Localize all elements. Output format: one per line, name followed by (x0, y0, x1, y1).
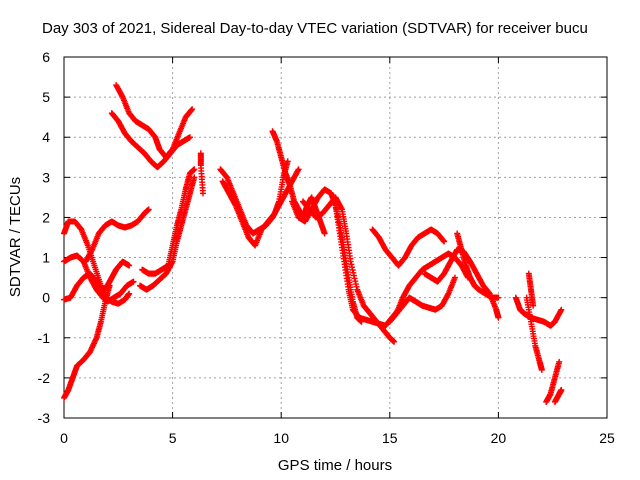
data-point (130, 278, 137, 285)
y-tick-label: -3 (38, 410, 51, 426)
data-point (441, 238, 448, 245)
data-series (113, 82, 196, 161)
y-axis-label: SDTVAR / TECUs (7, 177, 24, 297)
data-point (321, 230, 328, 237)
chart-title: Day 303 of 2021, Sidereal Day-to-day VTE… (42, 20, 588, 37)
data-point (126, 262, 133, 269)
data-point (189, 106, 196, 113)
data-point (391, 338, 398, 345)
data-point (495, 294, 502, 301)
data-series (61, 282, 113, 401)
data-point (558, 386, 565, 393)
data-series (523, 294, 545, 373)
data-point (530, 302, 537, 309)
data-series (299, 194, 398, 345)
data-series (82, 206, 152, 265)
data-series (219, 158, 291, 249)
data-point (191, 174, 198, 181)
data-point (126, 290, 133, 297)
x-tick-label: 5 (169, 430, 177, 446)
y-tick-label: 3 (42, 169, 50, 185)
y-tick-label: 1 (42, 250, 50, 266)
data-series (525, 270, 537, 309)
data-series (61, 258, 133, 303)
data-point (284, 158, 291, 165)
data-series (369, 226, 448, 269)
y-tick-label: -2 (38, 370, 51, 386)
data-series (512, 294, 565, 329)
x-tick-label: 25 (599, 430, 615, 446)
y-tick-label: 0 (42, 290, 50, 306)
data-point (538, 366, 545, 373)
data-point (191, 166, 198, 173)
grid-lines (63, 56, 608, 419)
y-tick-label: 2 (42, 209, 50, 225)
y-tick-label: 5 (42, 89, 50, 105)
x-tick-label: 0 (60, 430, 68, 446)
y-tick-label: 4 (42, 129, 50, 145)
data-series (543, 358, 563, 405)
data-point (200, 190, 207, 197)
data-point (556, 358, 563, 365)
data-point (145, 206, 152, 213)
y-tick-label: 6 (42, 49, 50, 65)
y-tick-labels: -3 -2 -1 0 1 2 3 4 5 6 (38, 49, 51, 426)
data-points (61, 82, 565, 405)
data-series (269, 128, 328, 237)
data-point (186, 134, 193, 141)
x-tick-labels: 0 5 10 15 20 25 (60, 430, 615, 446)
data-series (139, 166, 198, 277)
plot-frame (63, 56, 608, 419)
data-series (108, 110, 193, 171)
x-axis-label: GPS time / hours (278, 457, 392, 474)
data-point (295, 166, 302, 173)
data-series (454, 230, 502, 301)
axis-ticks (63, 56, 608, 419)
data-series (551, 386, 565, 405)
x-tick-label: 10 (273, 430, 289, 446)
data-series (197, 150, 207, 197)
data-point (558, 306, 565, 313)
data-point (451, 274, 458, 281)
data-point (106, 282, 113, 289)
data-point (495, 314, 502, 321)
x-tick-label: 15 (382, 430, 398, 446)
data-series (386, 274, 458, 325)
data-series (332, 202, 402, 329)
y-tick-label: -1 (38, 330, 51, 346)
x-tick-label: 20 (491, 430, 507, 446)
